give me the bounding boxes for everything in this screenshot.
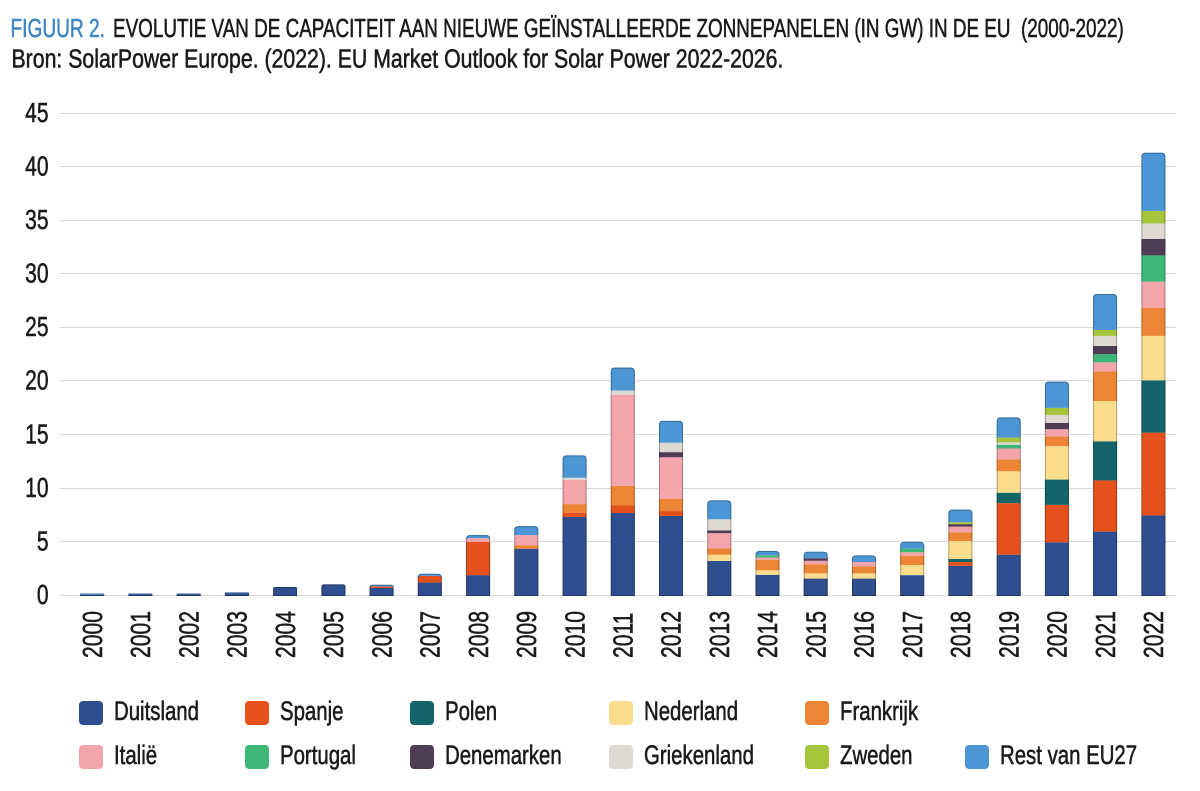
- svg-text:0: 0: [37, 580, 49, 611]
- svg-text:2011: 2011: [609, 613, 639, 658]
- svg-text:2020: 2020: [1043, 611, 1073, 658]
- svg-text:10: 10: [25, 473, 48, 504]
- svg-text:Denemarken: Denemarken: [445, 742, 562, 771]
- svg-text:2002: 2002: [175, 611, 205, 658]
- svg-text:2009: 2009: [512, 611, 542, 658]
- svg-text:Duitsland: Duitsland: [114, 698, 199, 727]
- svg-text:2013: 2013: [705, 611, 735, 658]
- svg-text:45: 45: [25, 98, 48, 129]
- svg-text:2021: 2021: [1091, 611, 1121, 658]
- svg-text:25: 25: [25, 312, 48, 343]
- svg-text:Frankrijk: Frankrijk: [840, 698, 918, 727]
- svg-text:2018: 2018: [946, 611, 976, 658]
- svg-text:2016: 2016: [850, 611, 880, 658]
- svg-text:35: 35: [25, 205, 48, 236]
- svg-text:2001: 2001: [126, 611, 156, 658]
- svg-text:2010: 2010: [561, 611, 591, 658]
- svg-text:2003: 2003: [223, 611, 253, 658]
- svg-text:5: 5: [37, 527, 49, 558]
- svg-text:2000: 2000: [78, 611, 108, 658]
- svg-text:2008: 2008: [464, 611, 494, 658]
- svg-text:2022: 2022: [1139, 611, 1169, 658]
- svg-text:Bron: SolarPower Europe. (2022: Bron: SolarPower Europe. (2022). EU Mark…: [12, 44, 784, 74]
- svg-text:2015: 2015: [802, 611, 832, 658]
- svg-text:Italië: Italië: [114, 742, 157, 771]
- svg-text:15: 15: [25, 420, 48, 451]
- svg-text:2019: 2019: [995, 611, 1025, 658]
- svg-text:Polen: Polen: [445, 698, 497, 727]
- svg-text:2006: 2006: [368, 611, 398, 658]
- svg-text:2017: 2017: [898, 611, 928, 658]
- svg-text:30: 30: [25, 259, 48, 290]
- svg-text:2005: 2005: [319, 611, 349, 658]
- svg-text:Zweden: Zweden: [840, 742, 913, 771]
- svg-text:Rest van EU27: Rest van EU27: [1000, 742, 1137, 771]
- svg-text:20: 20: [25, 366, 48, 397]
- svg-text:EVOLUTIE VAN DE CAPACITEIT AAN: EVOLUTIE VAN DE CAPACITEIT AAN NIEUWE GE…: [113, 14, 1124, 42]
- svg-text:FIGUUR 2.: FIGUUR 2.: [11, 15, 105, 43]
- svg-text:Spanje: Spanje: [280, 698, 343, 727]
- svg-text:2007: 2007: [416, 611, 446, 658]
- svg-text:2012: 2012: [657, 611, 687, 658]
- svg-text:2004: 2004: [271, 611, 301, 658]
- svg-text:Nederland: Nederland: [644, 698, 738, 727]
- svg-text:Portugal: Portugal: [280, 742, 356, 771]
- svg-text:Griekenland: Griekenland: [644, 742, 754, 771]
- svg-text:40: 40: [25, 152, 48, 183]
- svg-text:2014: 2014: [753, 611, 783, 658]
